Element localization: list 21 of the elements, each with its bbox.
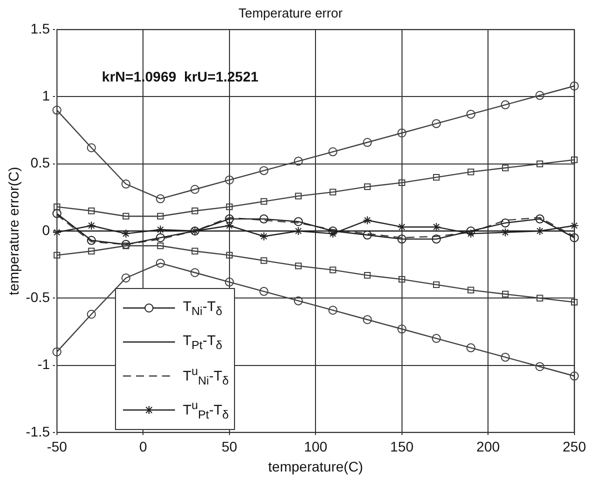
y-tick-label: 0 bbox=[42, 222, 50, 238]
y-tick-label: 0.5 bbox=[30, 154, 50, 171]
y-tick-label: 1 bbox=[42, 88, 50, 104]
legend-label: T$^{u}$$_{Ni}$-T$_{δ}$ bbox=[182, 365, 229, 388]
x-tick-label: 50 bbox=[222, 438, 238, 455]
y-tick-label: -1.5 bbox=[26, 423, 50, 440]
y-tick-label: 1.5 bbox=[30, 20, 50, 36]
x-tick-label: 200 bbox=[476, 438, 500, 455]
legend-label: T$_{Pt}$-T$_{δ}$ bbox=[182, 332, 222, 352]
chart-title: Temperature error bbox=[238, 5, 344, 20]
y-tick-label: -0.5 bbox=[26, 288, 50, 305]
x-tick-label: 250 bbox=[562, 438, 586, 455]
y-tick-label: -1 bbox=[37, 356, 50, 372]
y-axis-title: temperature error(C) bbox=[5, 166, 22, 296]
x-axis-title: temperature(C) bbox=[268, 458, 364, 474]
x-tick-label: 100 bbox=[304, 438, 328, 455]
x-tick-label: 150 bbox=[390, 438, 414, 455]
x-tick-label: 0 bbox=[139, 438, 148, 455]
x-tick-label: -50 bbox=[46, 438, 68, 455]
legend-label: T$_{Ni}$-T$_{δ}$ bbox=[182, 298, 222, 318]
legend-label: T$^{u}$$_{Pt}$-T$_{δ}$ bbox=[182, 399, 229, 422]
